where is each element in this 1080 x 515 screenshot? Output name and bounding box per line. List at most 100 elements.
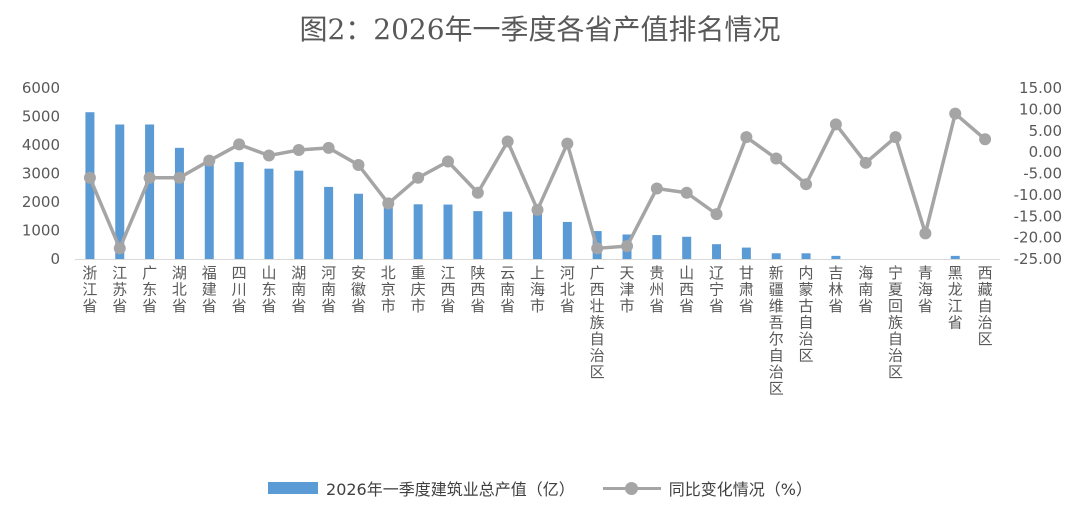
x-category-label: 浙江省 xyxy=(82,264,97,315)
x-category-label: 天津市 xyxy=(620,264,635,315)
line-point xyxy=(979,133,992,146)
line-point xyxy=(113,242,126,255)
x-category-label: 吉林省 xyxy=(828,264,843,315)
line-point xyxy=(561,137,574,150)
line-point xyxy=(770,152,783,165)
bar xyxy=(413,204,423,259)
line-point xyxy=(591,242,604,255)
y-left-tick-label: 1000 xyxy=(22,222,60,240)
x-category-label: 江苏省 xyxy=(112,264,127,315)
x-category-label: 内蒙古自治区 xyxy=(799,264,814,365)
line-point xyxy=(889,131,902,144)
x-category-label: 安徽省 xyxy=(351,264,366,315)
legend-item-bars[interactable]: 2026年一季度建筑业总产值（亿） xyxy=(268,476,575,500)
x-category-label: 贵州省 xyxy=(649,264,664,315)
line-point xyxy=(471,186,484,199)
legend-line-label: 同比变化情况（%） xyxy=(668,480,812,499)
line-point xyxy=(233,138,246,151)
bar xyxy=(324,186,334,259)
bar xyxy=(234,162,244,259)
line-point xyxy=(262,149,275,162)
bar xyxy=(533,213,542,259)
bar xyxy=(682,236,692,259)
bar xyxy=(741,247,751,259)
x-category-label: 广东省 xyxy=(142,264,157,315)
bar xyxy=(174,147,184,259)
x-category-label: 宁夏回族自治区 xyxy=(888,264,903,381)
x-category-label: 河北省 xyxy=(560,264,575,315)
legend-bar-label: 2026年一季度建筑业总产值（亿） xyxy=(326,480,575,499)
x-category-label: 新疆维吾尔自治区 xyxy=(769,264,784,398)
y-left-tick-label: 6000 xyxy=(22,79,60,97)
line-point xyxy=(382,197,395,210)
line-point xyxy=(829,118,842,131)
bar xyxy=(145,124,155,259)
line-point xyxy=(621,240,634,253)
legend: 2026年一季度建筑业总产值（亿） 同比变化情况（%） xyxy=(0,476,1080,500)
x-category-label: 湖南省 xyxy=(291,264,306,315)
bar xyxy=(443,204,453,259)
y-right-tick-label: -25.00 xyxy=(1014,250,1062,268)
x-category-label: 山东省 xyxy=(261,264,276,315)
line-point xyxy=(710,208,723,221)
line-point xyxy=(949,107,962,120)
y-right-tick-label: 15.00 xyxy=(1019,79,1062,97)
x-category-label: 四川省 xyxy=(232,264,247,315)
bar xyxy=(712,244,722,259)
x-category-label: 江西省 xyxy=(440,264,455,315)
bar xyxy=(503,211,513,259)
line-point xyxy=(143,171,156,184)
bar xyxy=(294,170,304,259)
x-category-label: 上海市 xyxy=(530,264,545,315)
y-right-tick-label: -20.00 xyxy=(1014,229,1062,247)
y-right-tick-label: -15.00 xyxy=(1014,207,1062,225)
x-category-label: 云南省 xyxy=(500,264,515,315)
line-point xyxy=(531,203,544,216)
y-right-tick-label: -10.00 xyxy=(1014,186,1062,204)
line-point xyxy=(292,143,305,156)
line-point xyxy=(322,141,335,154)
legend-line-swatch xyxy=(602,481,661,495)
line-point xyxy=(173,171,186,184)
x-category-label: 河南省 xyxy=(321,264,336,315)
bar xyxy=(383,203,393,259)
x-category-label: 海南省 xyxy=(858,264,873,315)
legend-bar-swatch xyxy=(268,482,319,494)
y-left-tick-label: 2000 xyxy=(22,193,60,211)
bar xyxy=(831,255,841,259)
y-left-tick-label: 0 xyxy=(50,250,60,268)
legend-item-line[interactable]: 同比变化情况（%） xyxy=(602,476,812,500)
bar xyxy=(115,124,125,259)
bar xyxy=(652,235,662,259)
x-category-label: 广西壮族自治区 xyxy=(590,264,605,381)
line-point xyxy=(83,171,96,184)
line-point xyxy=(800,178,813,191)
line-point xyxy=(859,156,872,169)
y-right-tick-label: 0.00 xyxy=(1029,143,1062,161)
bar xyxy=(562,221,572,259)
x-category-label: 北京市 xyxy=(381,264,396,315)
y-right-tick-label: 10.00 xyxy=(1019,100,1062,118)
y-right-tick-label: -5.00 xyxy=(1023,165,1062,183)
line-point xyxy=(203,154,216,167)
line-point xyxy=(352,158,365,171)
x-category-label: 福建省 xyxy=(202,264,217,315)
x-category-label: 重庆市 xyxy=(411,264,426,315)
x-category-label: 黑龙江省 xyxy=(948,264,963,332)
x-category-label: 青海省 xyxy=(918,264,933,315)
x-category-label: 辽宁省 xyxy=(709,264,724,315)
y-left-tick-label: 3000 xyxy=(22,165,60,183)
bar xyxy=(85,112,95,259)
line-point xyxy=(441,155,454,168)
line-point xyxy=(650,182,663,195)
bar xyxy=(950,255,960,259)
bar xyxy=(264,168,274,259)
x-category-label: 湖北省 xyxy=(172,264,187,315)
x-category-label: 山西省 xyxy=(679,264,694,315)
line-point xyxy=(501,135,514,148)
chart-title: 图2：2026年一季度各省产值排名情况 xyxy=(299,13,781,46)
x-category-label: 西藏自治区 xyxy=(978,264,993,348)
y-right-tick-label: 5.00 xyxy=(1029,122,1062,140)
